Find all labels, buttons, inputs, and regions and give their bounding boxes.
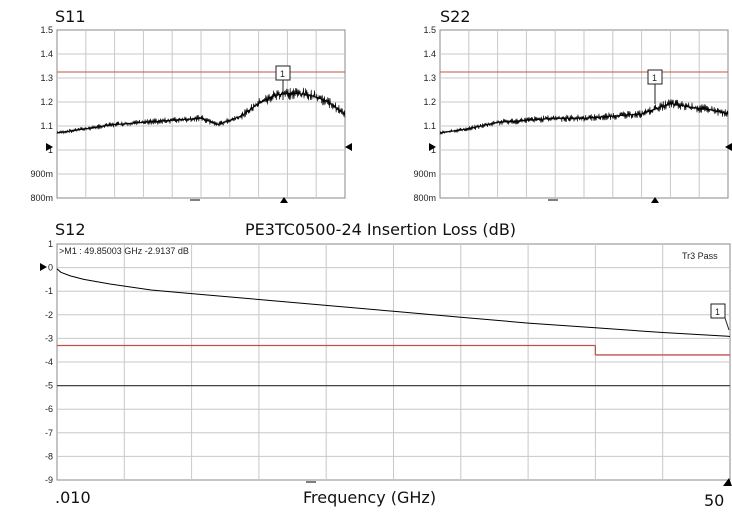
s11-ytick-label: 900m xyxy=(30,169,53,179)
s22-center-arrow xyxy=(651,197,659,203)
s12-ytick-label: -2 xyxy=(45,310,53,320)
s22-panel: 1.5 1.4 1.3 1.2 1.1 1 900m 800m 1 S22 xyxy=(413,7,732,203)
s22-y-ticks: 1.5 1.4 1.3 1.2 1.1 1 900m 800m xyxy=(413,25,436,203)
s22-trace-noise xyxy=(439,99,729,135)
s11-center-arrow xyxy=(280,197,288,203)
s22-ytick-label: 800m xyxy=(413,193,436,203)
s11-trace-noise xyxy=(56,87,346,135)
s12-ytick-label: -7 xyxy=(45,428,53,438)
s22-ytick-label: 1.5 xyxy=(423,25,436,35)
s12-limit-lines xyxy=(57,344,730,356)
s11-y-ticks: 1.5 1.4 1.3 1.2 1.1 1 900m 800m xyxy=(30,25,53,203)
s11-ytick-label: 1.5 xyxy=(40,25,53,35)
s22-marker: 1 xyxy=(647,69,663,104)
s22-ytick-label: 1.3 xyxy=(423,73,436,83)
s22-ref-arrow-left xyxy=(429,143,436,151)
s12-ytick-label: 1 xyxy=(48,239,53,249)
s11-title: S11 xyxy=(55,7,86,26)
s12-ytick-label: -9 xyxy=(45,475,53,485)
s12-trace xyxy=(56,268,731,337)
s22-ytick-label: 1 xyxy=(431,145,436,155)
s11-marker: 1 xyxy=(275,65,291,100)
s12-ytick-label: -5 xyxy=(45,381,53,391)
s11-ytick-label: 1.3 xyxy=(40,73,53,83)
s12-end-arrow xyxy=(723,478,732,486)
s12-status-text: Tr3 Pass xyxy=(682,251,718,261)
s12-ytick-label: 0 xyxy=(48,263,53,273)
s11-ref-arrow-left xyxy=(46,143,53,151)
s12-ytick-label: -4 xyxy=(45,357,53,367)
s11-ytick-label: 1.4 xyxy=(40,49,53,59)
s12-marker-readout: >M1 : 49.85003 GHz -2.9137 dB xyxy=(59,246,189,256)
s22-ytick-label: 1.1 xyxy=(423,121,436,131)
s12-ytick-label: -8 xyxy=(45,451,53,461)
s11-ytick-label: 1 xyxy=(48,145,53,155)
s12-title: S12 xyxy=(55,220,86,239)
s11-panel: 1.5 1.4 1.3 1.2 1.1 1 900m 800m 1 S11 xyxy=(30,7,352,203)
s22-ytick-label: 1.4 xyxy=(423,49,436,59)
s12-panel: S12 PE3TC0500-24 Insertion Loss (dB) 1 0 -… xyxy=(40,220,732,510)
s22-ytick-label: 1.2 xyxy=(423,97,436,107)
s12-ytick-label: -1 xyxy=(45,286,53,296)
s11-ytick-label: 800m xyxy=(30,193,53,203)
s22-ref-arrow-right xyxy=(725,143,732,151)
x-end-label: 50 xyxy=(704,491,724,510)
s22-title: S22 xyxy=(440,7,471,26)
s11-marker-label: 1 xyxy=(280,69,285,79)
s12-ytick-label: -6 xyxy=(45,404,53,414)
s12-marker-label: 1 xyxy=(715,307,720,317)
s12-y-ticks: 1 0 -1 -2 -3 -4 -5 -6 -7 -8 -9 xyxy=(45,239,53,485)
x-start-label: .010 xyxy=(55,488,91,507)
s11-ytick-label: 1.1 xyxy=(40,121,53,131)
s12-grid xyxy=(57,244,730,480)
s12-ref-arrow-left xyxy=(40,263,47,271)
x-axis-label: Frequency (GHz) xyxy=(303,488,436,507)
figure-title: PE3TC0500-24 Insertion Loss (dB) xyxy=(245,220,516,239)
s11-ref-arrow-right xyxy=(345,143,352,151)
s12-marker: 1 xyxy=(710,303,730,331)
s22-marker-label: 1 xyxy=(652,73,657,83)
s11-ytick-label: 1.2 xyxy=(40,97,53,107)
s12-ytick-label: -3 xyxy=(45,333,53,343)
s22-ytick-label: 900m xyxy=(413,169,436,179)
